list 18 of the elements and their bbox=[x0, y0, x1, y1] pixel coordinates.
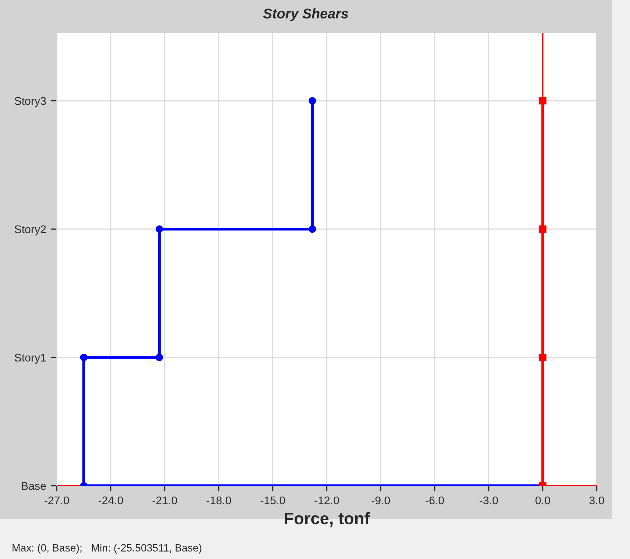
x-tick-label: -18.0 bbox=[206, 496, 232, 505]
y-tick-label: Story3 bbox=[14, 97, 46, 108]
x-tick-label: 0.0 bbox=[536, 496, 550, 505]
x-tick-label: -9.0 bbox=[372, 496, 390, 505]
x-tick-label: -27.0 bbox=[44, 496, 70, 505]
x-tick-label: -24.0 bbox=[98, 496, 124, 505]
x-tick-label: 3.0 bbox=[590, 496, 604, 505]
x-tick-label: -21.0 bbox=[152, 496, 178, 505]
x-tick-label: -12.0 bbox=[314, 496, 340, 505]
x-tick-label: -6.0 bbox=[426, 496, 444, 505]
x-tick-label: -3.0 bbox=[480, 496, 498, 505]
x-tick-label: -15.0 bbox=[260, 496, 286, 505]
chart-title: Story Shears bbox=[263, 8, 348, 22]
y-tick-label: Story1 bbox=[14, 354, 46, 364]
y-tick-label: Story2 bbox=[14, 226, 46, 236]
x-axis-title: Force, tonf bbox=[285, 512, 370, 527]
y-tick-label: Base bbox=[22, 482, 46, 490]
text: Max: (0, Base); Min: (-25.503511, Base) bbox=[12, 544, 202, 554]
